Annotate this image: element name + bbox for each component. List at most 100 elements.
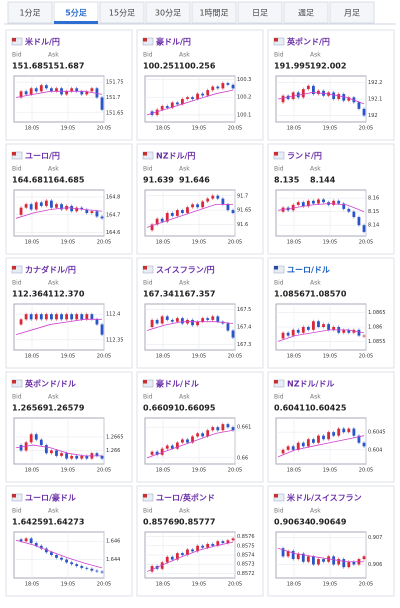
tab-label[interactable]: 週足 (298, 9, 314, 18)
bid-value: 164.681 (12, 176, 49, 185)
candle (55, 314, 58, 320)
card-title[interactable]: 米ドル/円 (24, 37, 60, 47)
candle (44, 445, 48, 454)
chart-frame (13, 75, 105, 123)
card-title[interactable]: スイスフラン/円 (156, 266, 215, 275)
flag-mark (143, 380, 147, 384)
candle (19, 319, 23, 325)
y-tick-label: 167.4 (237, 325, 251, 331)
y-tick-label: 164.7 (106, 212, 120, 218)
bid-label: Bid (12, 52, 22, 59)
moving-average (146, 541, 234, 572)
card-title[interactable]: NZドル/円 (156, 152, 195, 161)
x-tick-label: 18:05 (25, 582, 39, 588)
tab-label[interactable]: 30分足 (155, 9, 181, 18)
tab-label[interactable]: 1分足 (19, 9, 40, 18)
candle (317, 90, 320, 95)
candle (221, 541, 225, 544)
candle (312, 200, 315, 204)
candle (281, 95, 285, 103)
tab-label[interactable]: 1時間足 (199, 9, 228, 18)
y-tick-label: 112.4 (106, 312, 120, 318)
candle (191, 97, 194, 99)
tab[interactable] (283, 1, 329, 24)
flag-mark (274, 38, 278, 42)
ask-label: Ask (310, 52, 321, 59)
card-title[interactable]: カナダドル/円 (25, 265, 76, 275)
candle (165, 445, 169, 449)
ask-value: 91.646 (179, 176, 210, 185)
candle (80, 566, 84, 568)
x-tick-label: 19:05 (323, 582, 337, 588)
candle (150, 224, 154, 231)
candle (226, 204, 230, 211)
tab-label[interactable]: 日足 (252, 9, 268, 18)
tab[interactable] (7, 1, 53, 24)
candle (39, 314, 43, 320)
bid-value: 0.85769 (143, 518, 180, 527)
moving-average (15, 90, 103, 98)
y-tick-label: 192.1 (368, 97, 382, 103)
candle (322, 199, 325, 203)
card-title[interactable]: ランド/円 (287, 152, 322, 161)
candle (322, 559, 325, 562)
y-tick-label: 8.16 (368, 196, 379, 202)
moving-average (15, 207, 103, 219)
tab[interactable] (145, 1, 191, 24)
candle (75, 455, 79, 459)
candle (362, 335, 366, 337)
tab[interactable] (99, 1, 145, 24)
card-title[interactable]: NZドル/ドル (287, 380, 334, 389)
card-title[interactable]: 米ドル/スイスフラン (286, 493, 362, 503)
candle (181, 99, 184, 105)
candle (24, 538, 28, 542)
card-title[interactable]: ユーロ/英ポンド (156, 493, 215, 503)
candle (337, 559, 341, 565)
y-tick-label: 192 (368, 113, 378, 119)
tab-label[interactable]: 5分足 (65, 8, 88, 18)
candle (65, 453, 68, 459)
candle (286, 550, 290, 557)
y-tick-label: 112.35 (106, 337, 124, 343)
candle (211, 86, 215, 91)
ask-value: 100.256 (179, 62, 216, 71)
card-title[interactable]: ユーロ/円 (25, 152, 60, 161)
x-tick-label: 19:05 (323, 354, 337, 360)
candle (80, 314, 84, 320)
ask-value: 167.357 (179, 290, 215, 299)
bid-value: 191.995 (274, 62, 311, 71)
candle (216, 427, 220, 431)
candle (216, 195, 220, 199)
y-tick-label: 0.66 (237, 455, 248, 461)
y-tick-label: 91.65 (237, 208, 251, 214)
candle (211, 427, 215, 431)
card-title[interactable]: 豪ドル/ドル (156, 379, 199, 389)
bid-value: 151.685 (12, 62, 49, 71)
x-tick-label: 19:05 (61, 582, 75, 588)
tab[interactable] (329, 1, 375, 24)
ask-label: Ask (179, 166, 190, 173)
tab-label[interactable]: 15分足 (109, 9, 135, 18)
tab[interactable] (191, 1, 237, 24)
tab-label[interactable]: 月足 (344, 9, 360, 18)
flag-mark (12, 494, 16, 498)
x-tick-label: 19:05 (192, 126, 206, 132)
card-title[interactable]: 英ポンド/円 (286, 37, 330, 47)
card-title[interactable]: ユーロ/豪ドル (25, 493, 76, 503)
bid-label: Bid (274, 394, 284, 401)
tab[interactable] (237, 1, 283, 24)
candle (95, 88, 99, 98)
x-tick-label: 18:05 (25, 126, 39, 132)
bid-label: Bid (12, 508, 22, 515)
candle (175, 210, 179, 216)
ask-value: 112.370 (48, 290, 85, 299)
candle (100, 324, 104, 335)
y-tick-label: 167.5 (237, 307, 251, 313)
y-tick-label: 0.8576 (237, 534, 255, 540)
y-tick-label: 0.8572 (237, 571, 255, 577)
card-title[interactable]: ユーロ/ドル (287, 266, 330, 275)
x-tick-label: 18:05 (287, 126, 301, 132)
card-title[interactable]: 豪ドル/円 (156, 37, 191, 47)
card-title[interactable]: 英ポンド/ドル (24, 379, 76, 389)
ask-value: 1.08570 (310, 290, 347, 299)
